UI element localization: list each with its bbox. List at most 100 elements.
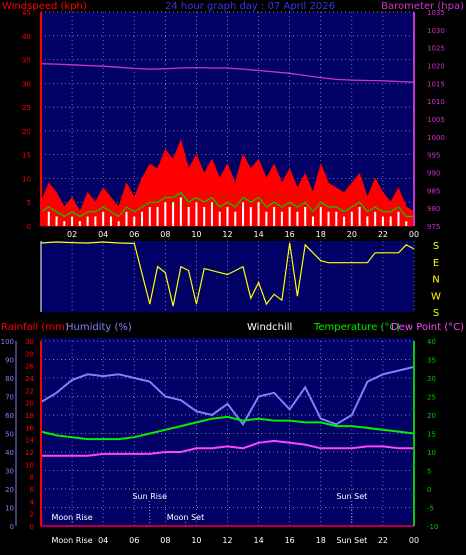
humidity-tick-label: 30 xyxy=(5,468,14,476)
humidity-tick-label: 90 xyxy=(5,357,14,365)
windspeed-tick-label: 20 xyxy=(22,128,31,136)
windspeed-tick-label: 0 xyxy=(27,223,31,231)
barometer-tick-label: 1035 xyxy=(427,9,445,17)
direction-compass-label: S xyxy=(433,308,439,319)
humidity-tick-label: 70 xyxy=(5,394,14,402)
wind-time-tick-label: 16 xyxy=(285,230,295,239)
rainfall-tick-label: 30 xyxy=(25,338,34,346)
temperature-tick-label: 35 xyxy=(427,357,436,365)
direction-compass-label: N xyxy=(432,275,439,286)
humidity-tick-label: 60 xyxy=(5,412,14,420)
wind-time-tick-label: 00 xyxy=(409,230,419,239)
wind-average-line xyxy=(40,191,414,218)
direction-marks xyxy=(40,241,415,307)
humidity-axis-title: Humidity (%) xyxy=(66,322,132,333)
direction-compass-label: W xyxy=(431,291,441,302)
barometer-tick-label: 1015 xyxy=(427,80,445,88)
rainfall-axis-title: Rainfall (mm) xyxy=(1,322,69,333)
dewpoint-axis-title: Dew Point (°C) xyxy=(391,322,464,333)
temperature-marks: Moon Rise Sun Rise Moon Set Sun Set xyxy=(40,365,415,527)
temperature-tick-label: 40 xyxy=(427,338,436,346)
temperature-time-tick-label: 04 xyxy=(98,536,108,545)
temperature-tick-label: 30 xyxy=(427,375,436,383)
humidity-line xyxy=(40,365,415,427)
humidity-tick-label: 0 xyxy=(10,523,14,531)
windspeed-tick-label: 35 xyxy=(22,57,31,65)
rainfall-tick-label: 12 xyxy=(25,449,34,457)
wind-time-tick-label: 04 xyxy=(98,230,108,239)
temperature-tick-label: 10 xyxy=(427,449,436,457)
dew-point-line xyxy=(41,439,414,457)
humidity-tick-label: 80 xyxy=(5,375,14,383)
temperature-time-tick-label: 10 xyxy=(191,536,201,545)
wind-time-tick-label: 02 xyxy=(67,230,77,239)
barometer-tick-label: 1020 xyxy=(427,63,445,71)
wind-time-tick-label: 12 xyxy=(222,230,232,239)
event-marker-label: Moon Rise xyxy=(51,513,92,522)
wind-direction-line xyxy=(40,241,415,307)
windspeed-tick-label: 5 xyxy=(27,199,31,207)
barometer-tick-label: 995 xyxy=(427,152,440,160)
direction-plot-area xyxy=(41,241,414,312)
temperature-tick-label: 25 xyxy=(427,394,436,402)
temperature-tick-label: 0 xyxy=(427,486,431,494)
barometer-tick-label: 975 xyxy=(427,223,440,231)
wind-time-tick-label: 08 xyxy=(160,230,170,239)
wind-time-tick-label: 18 xyxy=(316,230,326,239)
temperature-tick-label: 5 xyxy=(427,468,431,476)
barometer-tick-label: 1010 xyxy=(427,98,445,106)
event-marker-label: Sun Set xyxy=(336,492,367,501)
barometer-tick-label: 985 xyxy=(427,187,440,195)
rainfall-tick-label: 0 xyxy=(30,523,34,531)
humidity-tick-label: 40 xyxy=(5,449,14,457)
temperature-tick-label: 15 xyxy=(427,431,436,439)
temperature-time-tick-label: 14 xyxy=(253,536,263,545)
rainfall-tick-label: 18 xyxy=(25,412,34,420)
temperature-line xyxy=(40,415,415,441)
humidity-tick-label: 10 xyxy=(5,505,14,513)
windspeed-tick-label: 10 xyxy=(22,175,31,183)
event-marker-label: Moon Set xyxy=(167,513,204,522)
windspeed-tick-label: 15 xyxy=(22,152,31,160)
barometer-tick-label: 1005 xyxy=(427,116,445,124)
direction-compass-label: E xyxy=(433,258,439,269)
temperature-time-tick-label: Moon Rise xyxy=(51,536,92,545)
barometer-tick-label: 990 xyxy=(427,170,440,178)
wind-time-tick-label: 06 xyxy=(129,230,139,239)
windspeed-tick-label: 45 xyxy=(22,9,31,17)
humidity-tick-label: 50 xyxy=(5,431,14,439)
barometer-axis-title: Barometer (hpa) xyxy=(381,1,464,12)
barometer-tick-label: 1030 xyxy=(427,27,445,35)
rainfall-tick-label: 20 xyxy=(25,400,34,408)
wind-panel: 0510152025303540459759809859909951000100… xyxy=(22,9,445,239)
temperature-time-tick-label: 18 xyxy=(316,536,326,545)
rainfall-tick-label: 4 xyxy=(30,498,35,506)
rainfall-tick-label: 14 xyxy=(25,437,34,445)
temperature-tick-label: -10 xyxy=(427,523,438,531)
rainfall-tick-label: 24 xyxy=(25,375,34,383)
rainfall-tick-label: 28 xyxy=(25,350,34,358)
wind-axes: 0510152025303540459759809859909951000100… xyxy=(22,9,445,239)
chart-date-title: 24 hour graph day : 07 April 2026 xyxy=(165,1,335,12)
barometer-tick-label: 1025 xyxy=(427,45,445,53)
windspeed-tick-label: 25 xyxy=(22,104,31,112)
temperature-axis-title: Temperature (°C) xyxy=(313,322,400,333)
rainfall-tick-label: 2 xyxy=(30,511,34,519)
rainfall-tick-label: 10 xyxy=(25,461,34,469)
wind-time-tick-label: 14 xyxy=(253,230,263,239)
rainfall-tick-label: 16 xyxy=(25,424,34,432)
humidity-tick-label: 20 xyxy=(5,486,14,494)
wind-marks xyxy=(40,63,415,227)
rainfall-tick-label: 6 xyxy=(30,486,35,494)
barometer-tick-label: 1000 xyxy=(427,134,445,142)
direction-compass-label: S xyxy=(433,241,439,252)
wind-gust-area xyxy=(40,139,415,227)
temperature-time-tick-label: 16 xyxy=(285,536,295,545)
temperature-time-tick-label: 06 xyxy=(129,536,139,545)
windspeed-tick-label: 30 xyxy=(22,80,31,88)
temperature-time-tick-label: 00 xyxy=(409,536,419,545)
